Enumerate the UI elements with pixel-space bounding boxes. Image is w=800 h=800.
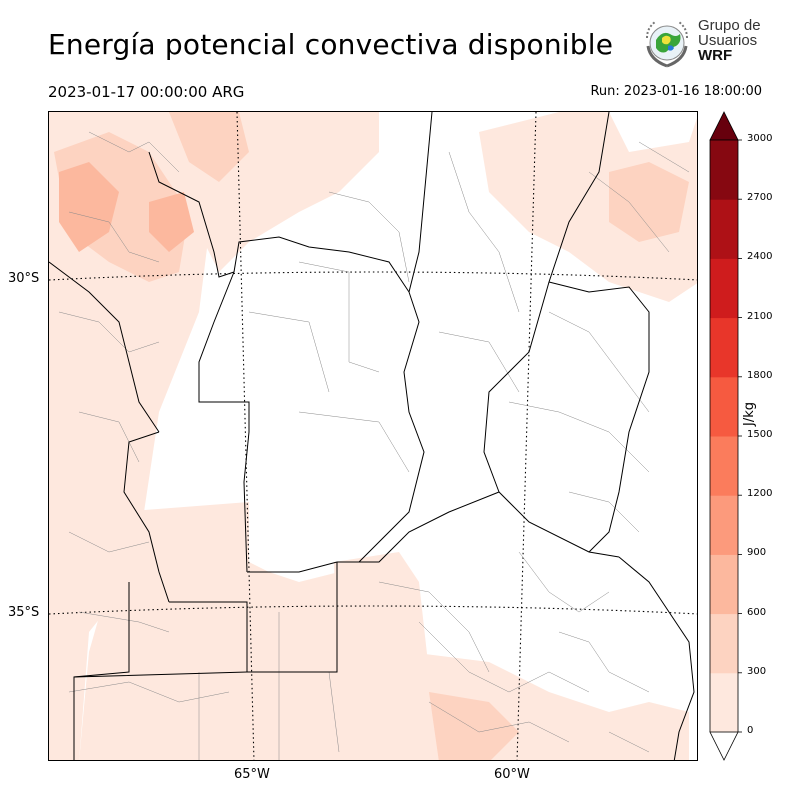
cape-area-northwest-4: [149, 192, 194, 252]
colorbar-under-extension: [709, 731, 739, 761]
run-time: Run: 2023-01-16 18:00:00: [590, 84, 762, 99]
colorbar-tick-label: 1200: [747, 488, 773, 500]
colorbar-tick-label: 1800: [747, 369, 773, 381]
colorbar-bin: [710, 436, 738, 496]
cape-area-northeast-2: [609, 162, 689, 242]
colorbar-bin: [710, 258, 738, 319]
parallel-35s: [49, 605, 697, 615]
wrf-users-logo: Grupo de Usuarios WRF: [638, 16, 762, 74]
parallel-30s: [49, 271, 697, 281]
map-panel: [48, 111, 698, 761]
colorbar: [709, 111, 742, 761]
cape-area-northwest-3: [59, 162, 119, 252]
boundary-catamarca-larioja: [148, 151, 235, 278]
boundary-coast: [618, 556, 695, 760]
boundary-cordoba-south: [247, 561, 338, 573]
boundary-cordoba-west: [198, 271, 250, 573]
meridian-65w: [236, 112, 255, 760]
boundary-lapampa-north: [73, 562, 338, 678]
cape-area-south-2: [429, 692, 519, 760]
boundary-santafe-west: [408, 112, 433, 293]
boundary-larioja-sanjuan: [49, 261, 160, 433]
lat-label-35s: 35°S: [8, 605, 40, 620]
colorbar-unit-label: J/kg: [742, 402, 757, 426]
cape-map: [49, 112, 697, 760]
boundary-cordoba-north: [233, 236, 410, 293]
boundary-santafe-east: [483, 112, 610, 493]
lon-label-65w: 65°W: [234, 767, 270, 782]
colorbar-tick-label: 0: [747, 725, 754, 736]
valid-time: 2023-01-17 00:00:00 ARG: [48, 83, 245, 101]
boundary-sanluis-south: [169, 601, 248, 672]
logo-line-3: WRF: [698, 47, 733, 64]
colorbar-bin: [710, 672, 738, 733]
map-title: Energía potencial convectiva disponible: [48, 28, 614, 61]
colorbar-tick-label: 1500: [747, 429, 773, 440]
colorbar-bin: [710, 554, 738, 615]
logo-line-1: Grupo de: [698, 17, 761, 34]
boundary-mendoza-east: [73, 582, 130, 760]
cape-area-northwest-2: [169, 112, 249, 182]
logo-line-2: Usuarios: [698, 32, 758, 49]
colorbar-tick-label: 2400: [747, 251, 773, 263]
cape-field: [49, 112, 697, 760]
colorbar-bin: [710, 140, 738, 200]
logo-text: Grupo de Usuarios WRF: [698, 18, 761, 63]
lon-label-60w: 60°W: [494, 767, 530, 782]
colorbar-over-extension: [709, 111, 739, 141]
colorbar-bin: [710, 199, 738, 259]
colorbar-tick-label: 900: [747, 547, 767, 559]
colorbar-tick-label: 2700: [747, 192, 773, 204]
colorbar-tick-label: 2100: [747, 310, 773, 322]
lat-label-30s: 30°S: [8, 271, 40, 286]
globe-wreath-icon: [646, 21, 688, 68]
meridian-60w: [516, 112, 537, 760]
colorbar-bin: [710, 376, 738, 437]
cape-area-southwest: [79, 502, 349, 760]
cape-area-west: [49, 112, 239, 760]
boundary-entrerios: [548, 281, 650, 553]
colorbar-tick-label: 600: [747, 606, 767, 618]
colorbar-tick-label: 300: [747, 665, 767, 677]
colorbar-tick-label: 3000: [747, 133, 773, 144]
boundary-buenosaires-north: [337, 491, 620, 563]
colorbar-bin: [710, 317, 738, 378]
cape-area-northeast: [479, 112, 697, 302]
colorbar-bin: [710, 613, 738, 674]
graticule: [49, 112, 697, 760]
colorbar-bin: [710, 495, 738, 555]
boundary-sanluis-east: [123, 431, 170, 603]
province-boundaries: [49, 112, 695, 760]
boundary-cordoba-east: [358, 291, 425, 563]
